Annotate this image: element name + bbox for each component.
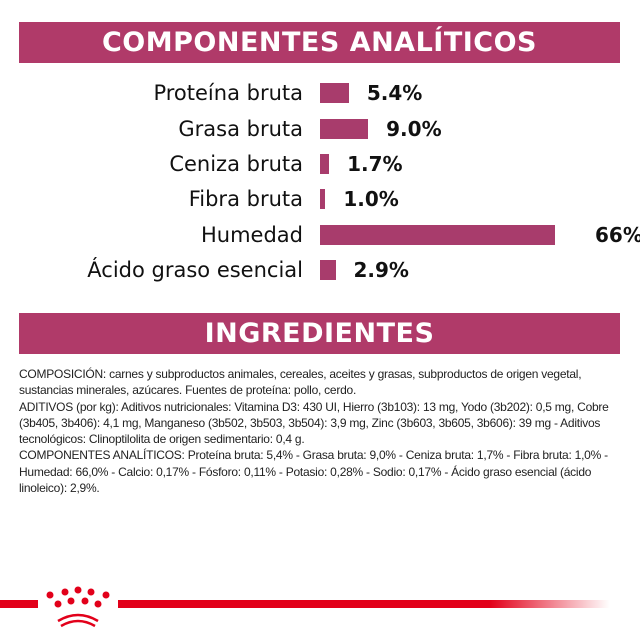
additives-text: ADITIVOS (por kg): Aditivos nutricionale… (19, 399, 609, 447)
data-label: 66% (595, 223, 640, 247)
category-label: Ceniza bruta (169, 152, 303, 176)
chart-row: Proteína bruta 5.4% (0, 78, 640, 108)
category-label: Humedad (200, 223, 303, 247)
ingredients-text: COMPOSICIÓN: carnes y subproductos anima… (19, 366, 624, 496)
data-label: 1.7% (347, 152, 403, 176)
data-label: 9.0% (386, 117, 442, 141)
bar (320, 225, 555, 245)
ingredients-header: INGREDIENTES (19, 313, 620, 354)
category-label: Ácido graso esencial (87, 258, 303, 282)
chart-row: Grasa bruta 9.0% (0, 114, 640, 144)
bar (320, 189, 326, 209)
chart-row: Ácido graso esencial 2.9% (0, 255, 640, 285)
composition-text: COMPOSICIÓN: carnes y subproductos anima… (19, 367, 582, 398)
chart-row: Ceniza bruta 1.7% (0, 149, 640, 179)
data-label: 2.9% (353, 258, 409, 282)
brand-red-line (0, 600, 610, 608)
bar (320, 260, 336, 280)
analytical-components-header: COMPONENTES ANALÍTICOS (19, 22, 620, 63)
category-label: Grasa bruta (178, 117, 303, 141)
royal-canin-crown-icon (38, 585, 118, 635)
data-label: 1.0% (343, 187, 399, 211)
chart-row: Humedad 66% (0, 220, 640, 250)
bar (320, 154, 330, 174)
chart-row: Fibra bruta 1.0% (0, 184, 640, 214)
category-label: Proteína bruta (153, 81, 303, 105)
bar (320, 119, 369, 139)
data-label: 5.4% (366, 81, 423, 105)
analytical-components-text: COMPONENTES ANALÍTICOS: Proteína bruta: … (19, 448, 608, 496)
bar (320, 83, 349, 103)
category-label: Fibra bruta (188, 187, 303, 211)
